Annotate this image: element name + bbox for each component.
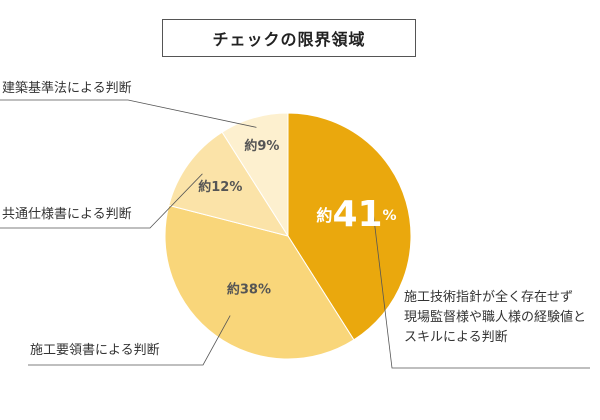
callout-label-slice-1: 施工要領書による判断 bbox=[30, 343, 160, 358]
data-label-prefix: 約 bbox=[198, 178, 211, 194]
callout-label-slice-2: 共通仕様書による判断 bbox=[2, 207, 132, 222]
callout-line-slice-1 bbox=[28, 315, 231, 366]
callout-line: 施工技術指針が全く存在せず bbox=[404, 290, 574, 305]
data-label-prefix: 約 bbox=[316, 206, 332, 225]
callout-line: 現場監督様や職人様の経験値と bbox=[404, 310, 587, 325]
data-label-value: 12% bbox=[211, 179, 242, 194]
pie-slice-3 bbox=[221, 112, 289, 238]
data-label-prefix: 約 bbox=[244, 138, 257, 154]
callout-line-slice-2 bbox=[0, 173, 203, 229]
callout-label-slice-0: 施工技術指針が全く存在せず 現場監督様や職人様の経験値と スキルによる判断 bbox=[404, 288, 586, 348]
callout-line: スキルによる判断 bbox=[404, 330, 508, 345]
data-label-value: 38% bbox=[240, 282, 271, 297]
pie-slice-2 bbox=[168, 131, 290, 237]
data-label-slice-2: 約12% bbox=[198, 178, 242, 194]
data-label-slice-1: 約38% bbox=[227, 281, 271, 297]
chart-title: チェックの限界領域 bbox=[162, 19, 416, 57]
callout-line-slice-3 bbox=[0, 99, 257, 128]
pie-slice-1 bbox=[164, 204, 355, 360]
callout-line-slice-0 bbox=[372, 211, 590, 369]
data-label-value: 9% bbox=[257, 139, 279, 154]
data-label-value: 41 bbox=[332, 194, 382, 235]
data-label-slice-3: 約9% bbox=[244, 138, 279, 154]
pie-slice-0 bbox=[287, 112, 412, 341]
callout-label-slice-3: 建築基準法による判断 bbox=[2, 81, 132, 96]
data-label-unit: % bbox=[383, 208, 397, 224]
data-label-slice-0: 約41% bbox=[316, 194, 396, 235]
data-label-prefix: 約 bbox=[227, 281, 240, 297]
